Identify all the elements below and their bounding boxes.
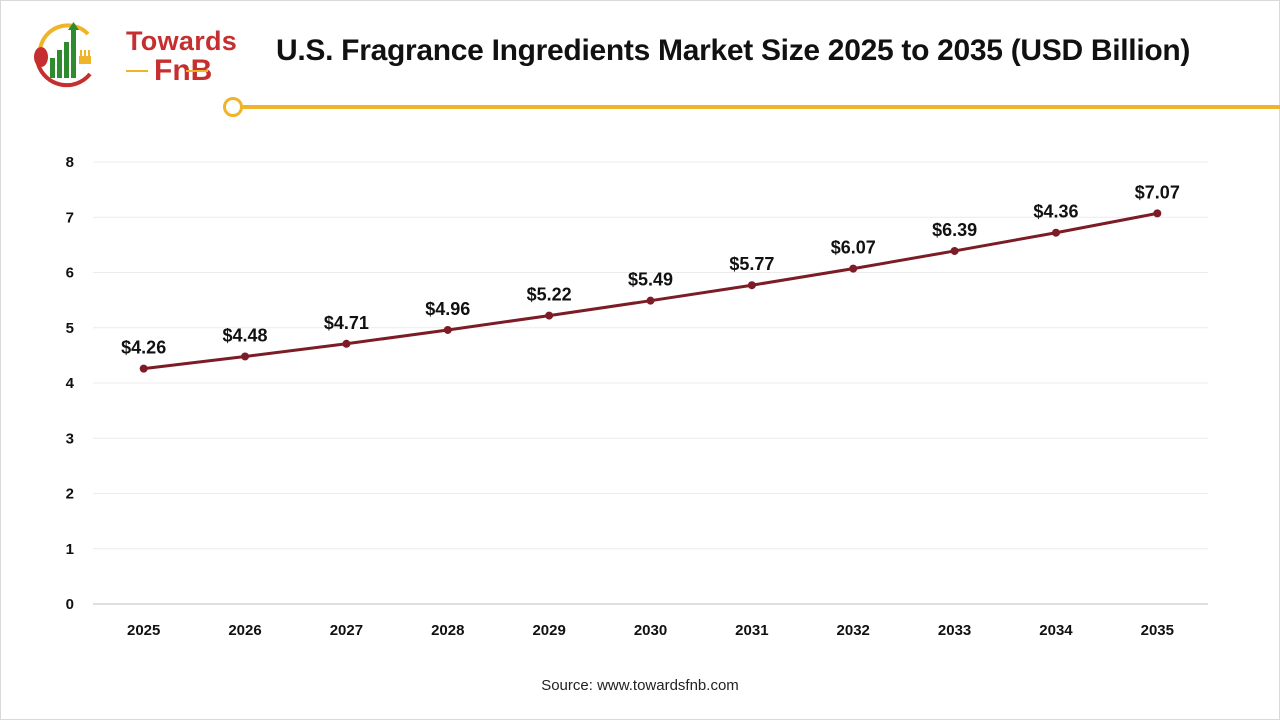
data-point bbox=[443, 325, 452, 334]
data-point bbox=[342, 339, 351, 348]
data-point bbox=[1153, 209, 1162, 218]
y-tick-label: 3 bbox=[66, 430, 74, 447]
towards-fnb-logo: Towards FnB bbox=[28, 20, 237, 90]
x-tick-label: 2034 bbox=[1039, 622, 1073, 639]
data-label: $4.26 bbox=[121, 338, 166, 358]
logo-divider bbox=[186, 70, 208, 72]
data-label: $4.36 bbox=[1033, 202, 1078, 222]
x-tick-label: 2026 bbox=[228, 622, 261, 639]
x-tick-label: 2027 bbox=[330, 622, 363, 639]
x-tick-label: 2031 bbox=[735, 622, 768, 639]
data-label: $6.07 bbox=[831, 238, 876, 258]
y-tick-label: 6 bbox=[66, 265, 74, 282]
data-label: $4.96 bbox=[425, 299, 470, 319]
x-tick-label: 2030 bbox=[634, 622, 667, 639]
data-point bbox=[950, 246, 959, 255]
y-tick-label: 0 bbox=[66, 596, 74, 613]
data-label: $4.48 bbox=[223, 325, 268, 345]
data-point bbox=[139, 364, 148, 373]
data-point bbox=[747, 281, 756, 290]
data-label: $4.71 bbox=[324, 313, 369, 333]
source-note: Source: www.towardsfnb.com bbox=[541, 677, 739, 694]
x-tick-label: 2028 bbox=[431, 622, 464, 639]
x-tick-label: 2035 bbox=[1141, 622, 1174, 639]
data-point bbox=[646, 296, 655, 305]
x-tick-label: 2033 bbox=[938, 622, 971, 639]
series-line bbox=[143, 211, 1158, 371]
data-label: $7.07 bbox=[1135, 182, 1180, 202]
data-point bbox=[241, 352, 250, 361]
x-tick-label: 2032 bbox=[837, 622, 870, 639]
logo-graphic-icon bbox=[34, 22, 92, 88]
title-rule bbox=[240, 105, 1280, 109]
data-point bbox=[849, 264, 858, 273]
x-tick-label: 2029 bbox=[532, 622, 565, 639]
data-point bbox=[545, 311, 554, 320]
chart-title: U.S. Fragrance Ingredients Market Size 2… bbox=[276, 34, 1191, 67]
y-tick-label: 8 bbox=[66, 154, 74, 171]
logo-divider bbox=[126, 70, 148, 72]
logo-text-towards: Towards bbox=[126, 26, 238, 56]
data-label: $5.77 bbox=[729, 254, 774, 274]
data-point bbox=[1051, 228, 1060, 237]
y-tick-label: 4 bbox=[66, 375, 75, 392]
x-tick-label: 2025 bbox=[127, 622, 160, 639]
data-label: $5.22 bbox=[527, 285, 572, 305]
y-tick-label: 7 bbox=[66, 209, 74, 226]
y-tick-label: 2 bbox=[66, 486, 74, 503]
y-tick-label: 1 bbox=[66, 541, 74, 558]
data-label: $5.49 bbox=[628, 270, 673, 290]
data-label: $6.39 bbox=[932, 220, 977, 240]
y-tick-label: 5 bbox=[66, 320, 74, 337]
